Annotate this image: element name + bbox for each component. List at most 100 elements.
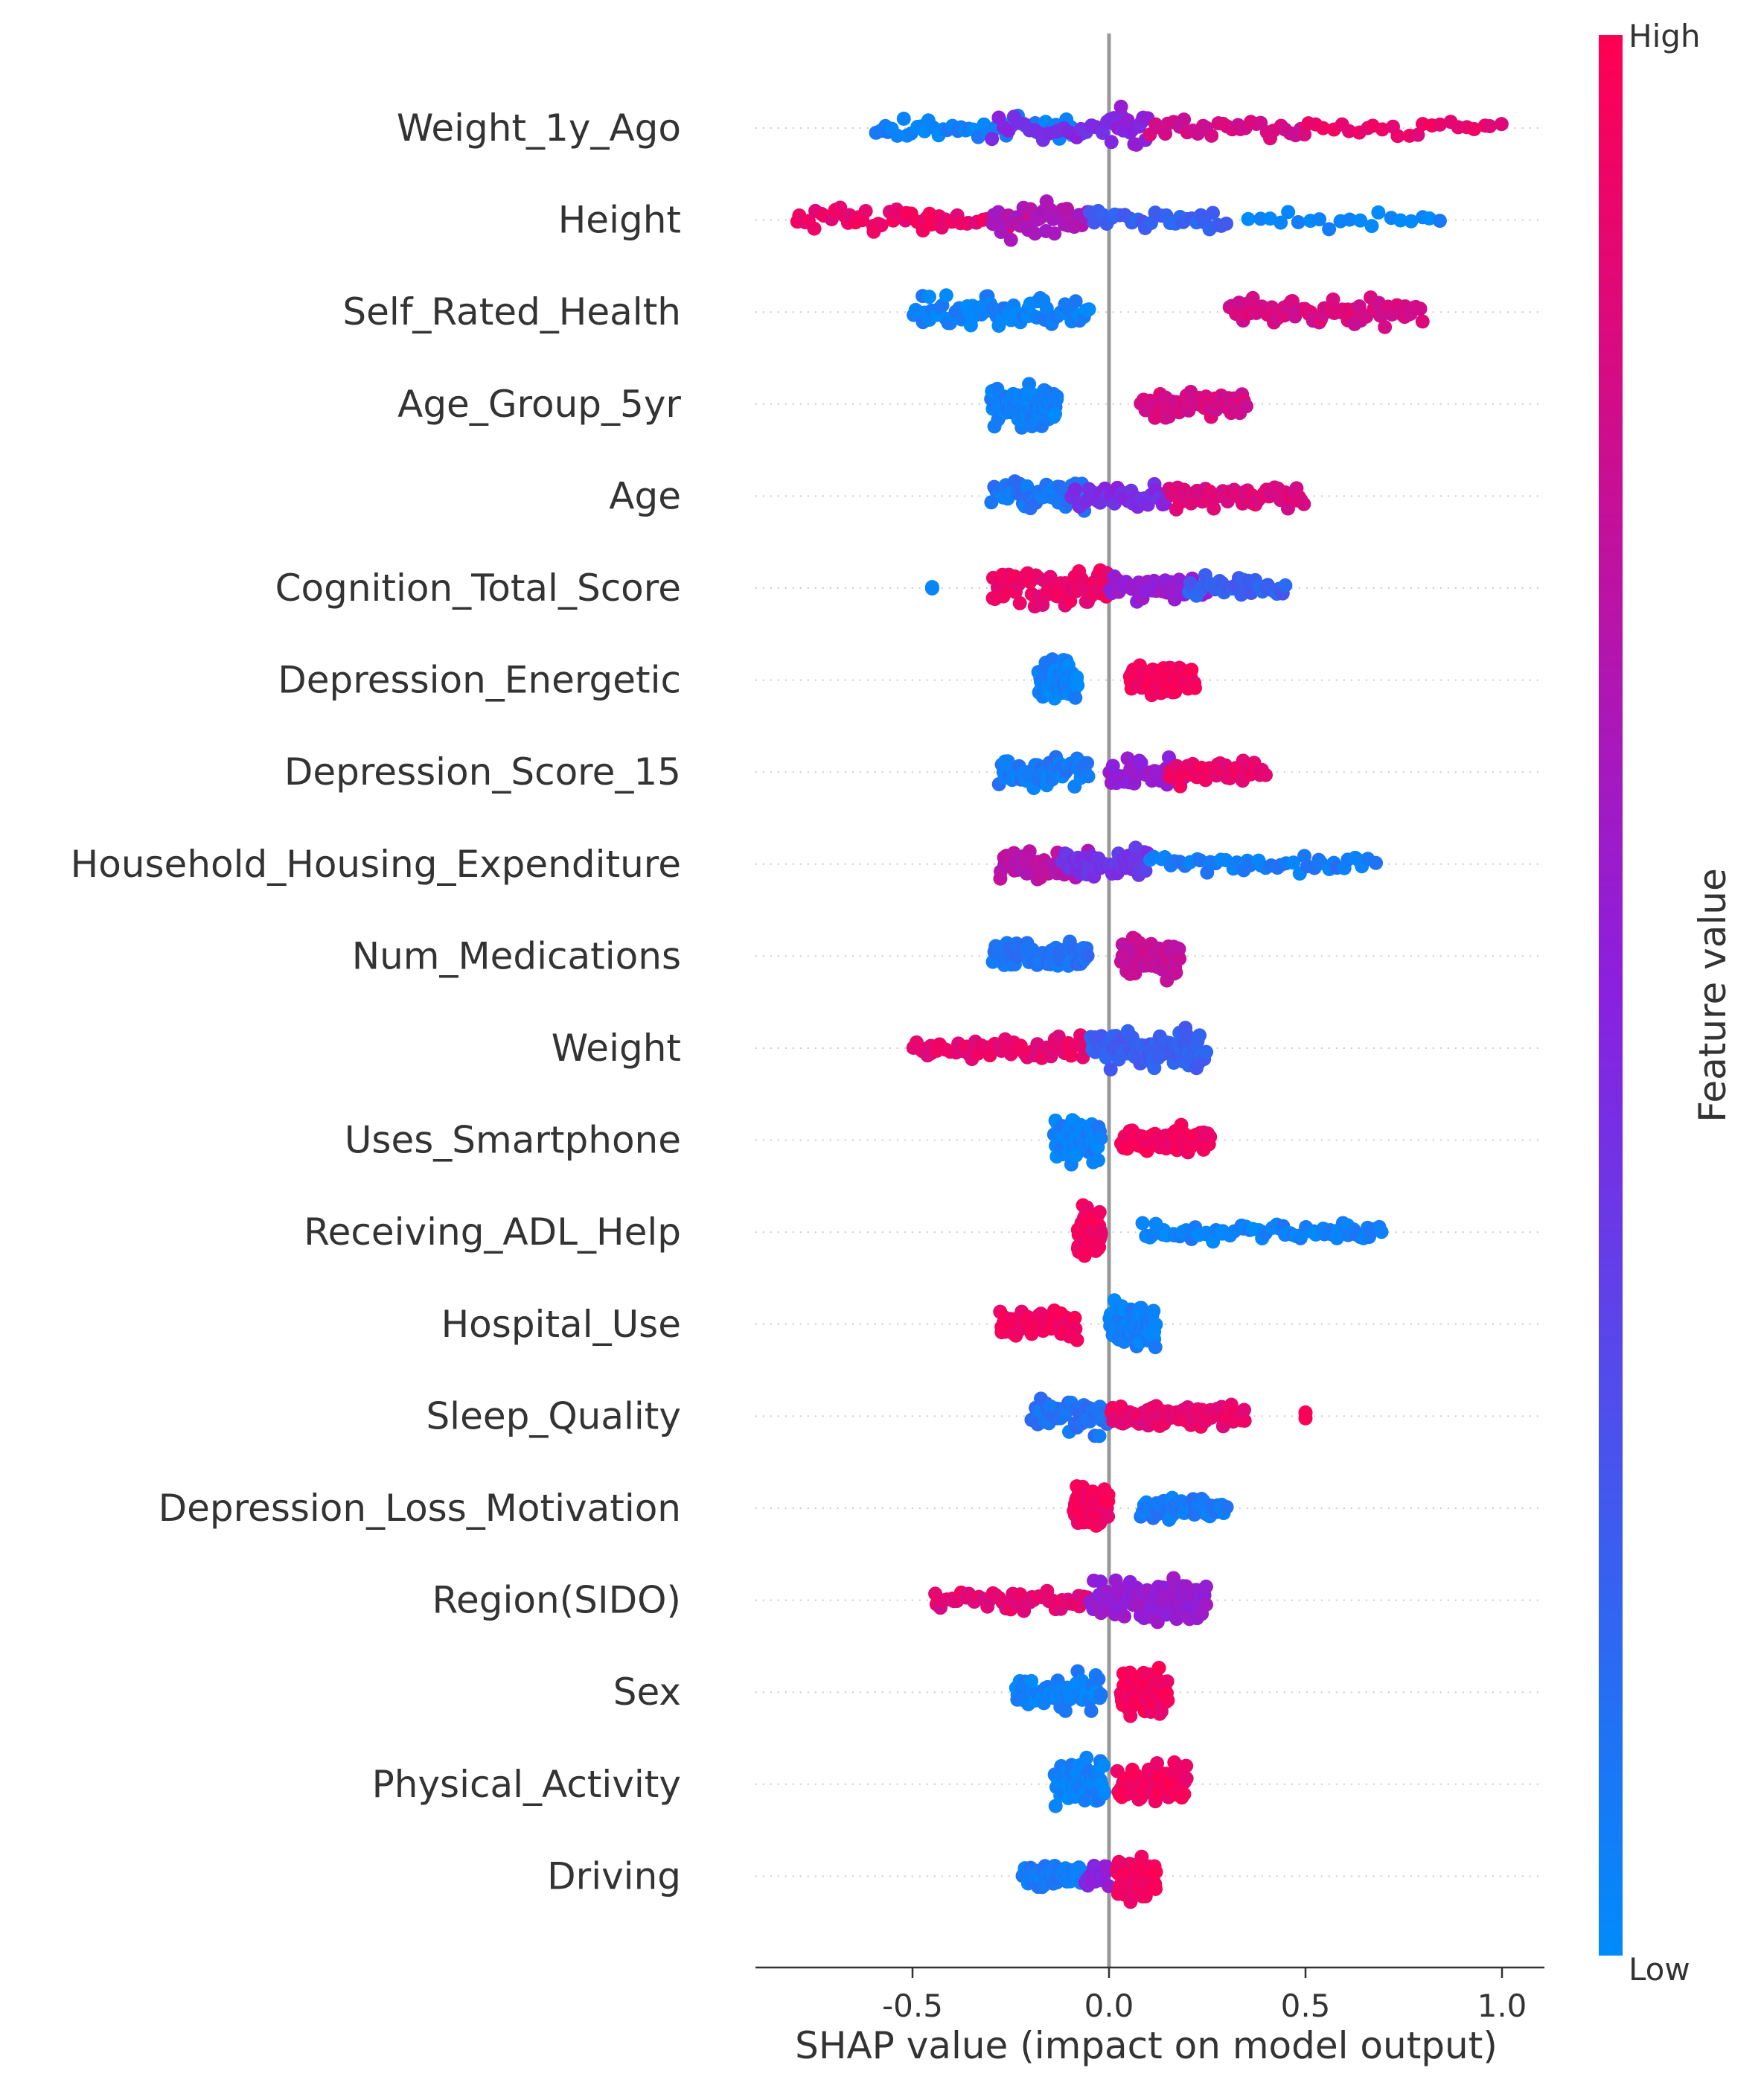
shap-point (1093, 1131, 1108, 1146)
shap-point (985, 132, 1000, 147)
shap-point (1179, 1758, 1194, 1773)
colorbar (1599, 35, 1623, 1956)
shap-point (1058, 1703, 1073, 1718)
feature-label: Depression_Score_15 (284, 750, 681, 794)
shap-point (1286, 855, 1301, 870)
shap-point (1101, 1509, 1116, 1524)
shap-point (1079, 1200, 1094, 1215)
shap-point (1080, 948, 1095, 963)
shap-point (1433, 117, 1448, 132)
shap-point (1003, 232, 1018, 247)
feature-label: Region(SIDO) (432, 1579, 681, 1622)
shap-point (1371, 205, 1386, 220)
shap-point (1291, 215, 1306, 230)
feature-label: Receiving_ADL_Help (304, 1210, 681, 1254)
feature-label: Self_Rated_Health (342, 290, 681, 333)
shap-point (1326, 292, 1340, 307)
shap-point (1024, 1673, 1039, 1688)
shap-point (1198, 1579, 1213, 1594)
shap-point (994, 225, 1009, 240)
feature-label: Cognition_Total_Score (275, 567, 681, 610)
shap-point (1043, 569, 1058, 584)
feature-label: Sleep_Quality (426, 1394, 681, 1437)
feature-labels: Weight_1y_Ago Height Self_Rated_Health Age_… (71, 106, 682, 1898)
shap-point (1393, 213, 1408, 228)
shap-point (1070, 1333, 1084, 1347)
shap-point (1198, 1598, 1213, 1612)
shap-point (1375, 122, 1390, 137)
shap-point (1138, 1889, 1153, 1903)
shap-point (1068, 1321, 1083, 1336)
feature-label: Uses_Smartphone (345, 1119, 681, 1162)
shap-point (1068, 690, 1083, 705)
feature-label: Hospital_Use (441, 1303, 681, 1346)
shap-point (1093, 1226, 1108, 1241)
x-axis: -0.5 0.0 0.5 1.0 (755, 1966, 1544, 2024)
shap-point (858, 204, 873, 219)
feature-label: Age_Group_5yr (397, 383, 681, 426)
shap-point (1081, 302, 1096, 317)
shap-point (1322, 222, 1337, 237)
shap-point (1172, 951, 1187, 966)
shap-point (1203, 1129, 1218, 1144)
x-axis-title: SHAP value (impact on model output) (795, 2024, 1498, 2067)
shap-point (1113, 99, 1128, 114)
shap-point (1028, 226, 1043, 241)
dots-layer (790, 99, 1509, 1909)
shap-point (1262, 211, 1277, 226)
shap-point (1239, 399, 1254, 414)
shap-point (1103, 1062, 1118, 1077)
shap-point (1079, 1750, 1094, 1765)
shap-point (1123, 1895, 1138, 1909)
shap-point (1080, 756, 1095, 770)
shap-point (1044, 1049, 1058, 1064)
shap-point (1093, 1574, 1108, 1589)
shap-point (924, 580, 939, 595)
feature-label: Weight_1y_Ago (397, 106, 681, 150)
shap-point (1013, 1587, 1028, 1602)
shap-point (1278, 578, 1293, 593)
shap-point (1160, 1674, 1175, 1689)
shap-point (1219, 1500, 1234, 1515)
shap-point (1206, 205, 1221, 220)
shap-point (1146, 1303, 1161, 1318)
shap-point (1494, 117, 1509, 132)
shap-point (1117, 1609, 1132, 1624)
shap-point (1134, 1849, 1149, 1864)
shap-point (1364, 219, 1379, 234)
shap-point (1298, 1411, 1313, 1426)
shap-point (1177, 1787, 1192, 1801)
colorbar-high-label: High (1629, 18, 1701, 54)
shap-point (1049, 389, 1064, 403)
feature-label: Depression_Energetic (278, 659, 681, 702)
feature-label: Num_Medications (352, 934, 681, 977)
shap-point (1258, 767, 1273, 782)
shap-point (1219, 216, 1234, 231)
x-tick-label: 0.5 (1281, 1988, 1331, 2024)
shap-point (921, 290, 936, 304)
shap-point (1091, 1672, 1106, 1687)
shap-point (1415, 314, 1430, 329)
shap-point (1096, 126, 1111, 141)
shap-point (1297, 497, 1311, 511)
shap-point (1081, 769, 1096, 784)
shap-point (1048, 406, 1063, 421)
shap-point (807, 221, 822, 236)
shap-point (1179, 1771, 1194, 1786)
shap-point (1173, 779, 1188, 794)
shap-point (1093, 1687, 1108, 1702)
shap-point (1432, 214, 1447, 229)
feature-label: Age (609, 474, 681, 517)
row-guides (755, 127, 1541, 1877)
shap-point (1207, 501, 1221, 516)
shap-point (1177, 112, 1192, 127)
shap-point (1148, 1317, 1163, 1332)
shap-point (1067, 482, 1082, 497)
shap-point (1160, 1693, 1175, 1708)
shap-point (1404, 214, 1419, 229)
shap-point (1148, 1881, 1163, 1896)
shap-point (1281, 205, 1296, 220)
shap-point (1077, 1248, 1092, 1263)
shap-point (1039, 301, 1054, 316)
shap-point (1068, 294, 1083, 309)
